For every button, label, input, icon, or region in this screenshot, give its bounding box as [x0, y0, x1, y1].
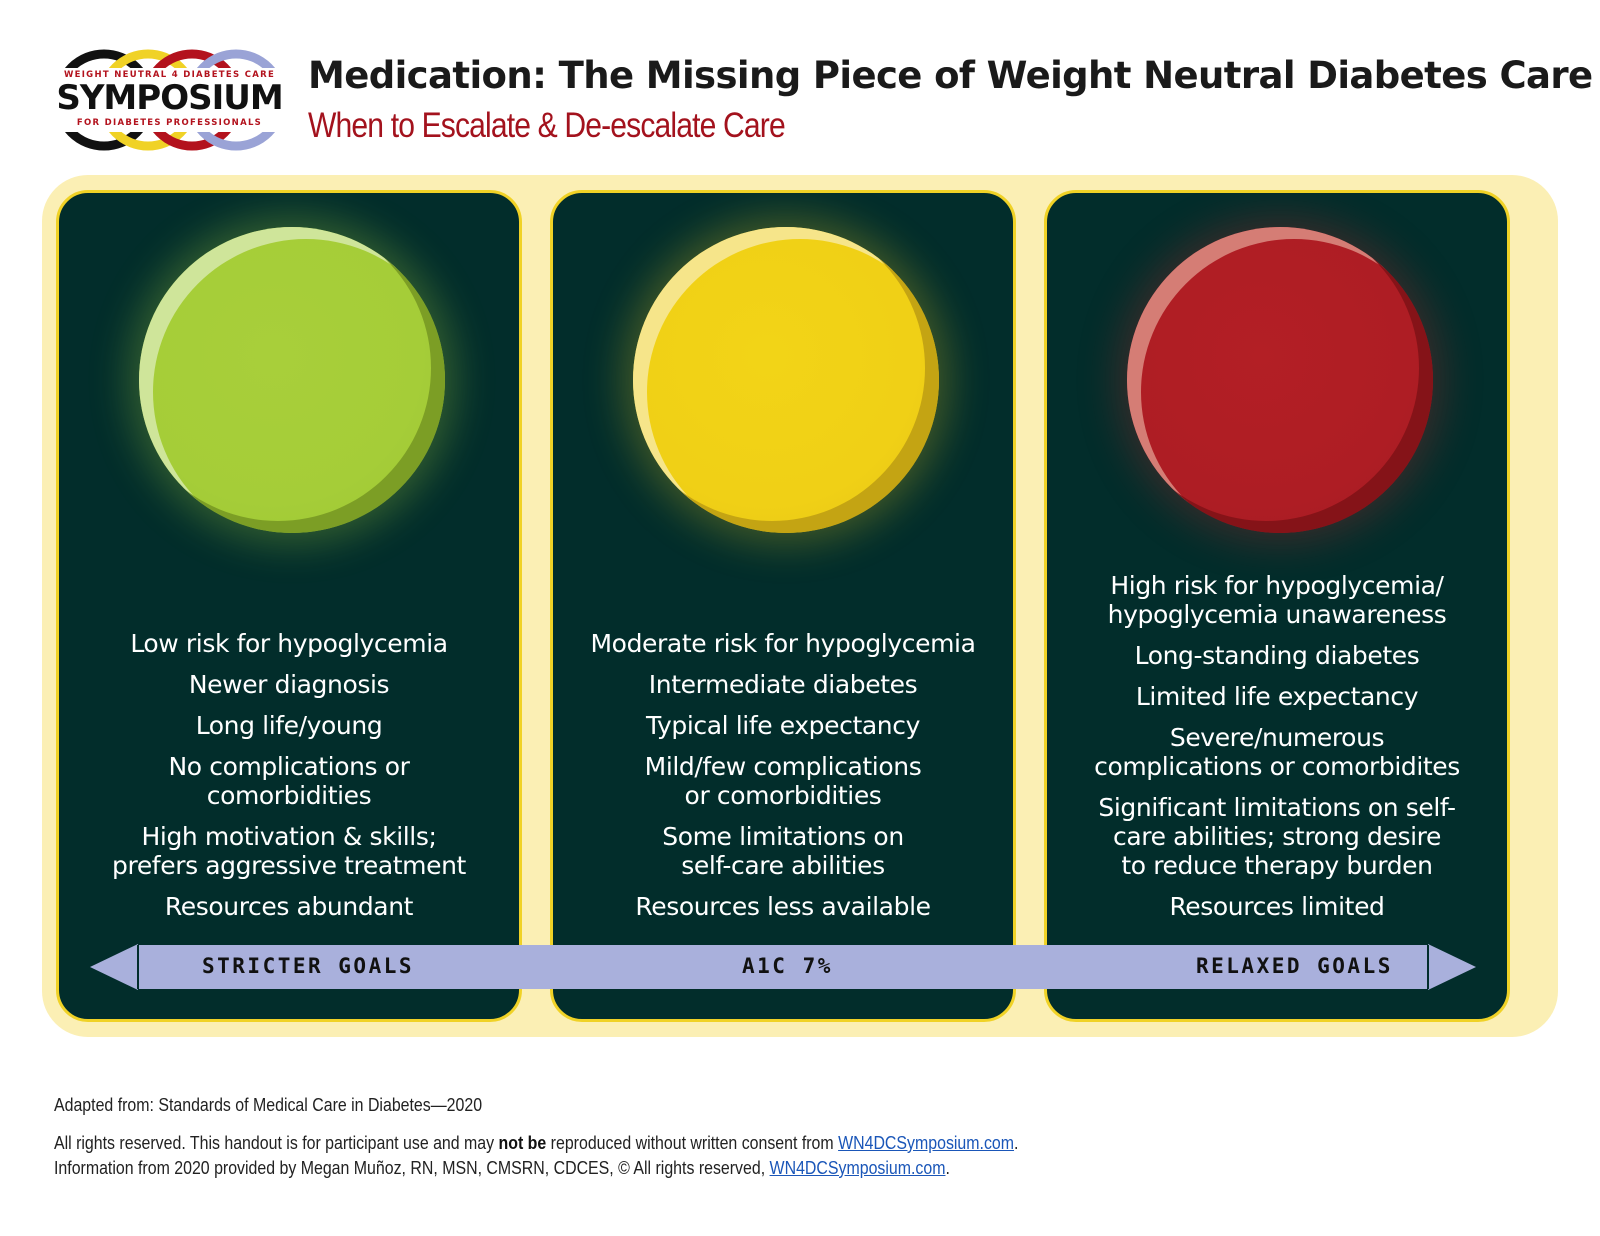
symposium-logo: WEIGHT NEUTRAL 4 DIABETES CARE SYMPOSIUM… — [52, 46, 287, 154]
criteria-item: Resources less available — [635, 892, 931, 921]
criteria-item: Typical life expectancy — [645, 711, 920, 740]
criteria-list: High risk for hypoglycemia/ hypoglycemia… — [1057, 571, 1497, 921]
panel-stricter: Low risk for hypoglycemia Newer diagnosi… — [56, 190, 522, 1022]
logo-main-text: SYMPOSIUM — [56, 78, 283, 118]
criteria-item: High risk for hypoglycemia/ hypoglycemia… — [1107, 571, 1447, 629]
criteria-list: Moderate risk for hypoglycemia Intermedi… — [563, 629, 1003, 921]
criteria-item: Newer diagnosis — [188, 670, 390, 699]
a1c-target-label: A1C 7% — [742, 954, 833, 978]
logo-top-text: WEIGHT NEUTRAL 4 DIABETES CARE — [63, 70, 276, 80]
green-circle-icon — [139, 227, 445, 533]
criteria-item: Limited life expectancy — [1135, 682, 1419, 711]
info-text: Information from 2020 provided by Megan … — [54, 1157, 770, 1178]
info-note: Information from 2020 provided by Megan … — [54, 1157, 950, 1179]
yellow-circle-icon — [633, 227, 939, 533]
criteria-item: Low risk for hypoglycemia — [130, 629, 448, 658]
criteria-item: Moderate risk for hypoglycemia — [590, 629, 976, 658]
criteria-item: Some limitations on self-care abilities — [662, 822, 904, 880]
rights-emphasis: not be — [498, 1132, 547, 1153]
double-arrow-icon — [90, 944, 1476, 990]
panel-relaxed: High risk for hypoglycemia/ hypoglycemia… — [1044, 190, 1510, 1022]
criteria-item: Mild/few complications or comorbidities — [644, 752, 922, 810]
criteria-item: High motivation & skills; prefers aggres… — [112, 822, 466, 880]
page-title: Medication: The Missing Piece of Weight … — [308, 54, 1593, 97]
criteria-item: Intermediate diabetes — [648, 670, 918, 699]
rights-text: reproduced without written consent from — [546, 1132, 839, 1153]
red-circle-icon — [1127, 227, 1433, 533]
criteria-item: No complications or comorbidities — [168, 752, 410, 810]
rights-note: All rights reserved. This handout is for… — [54, 1132, 1018, 1154]
info-text: . — [945, 1157, 950, 1178]
criteria-item: Long-standing diabetes — [1134, 641, 1420, 670]
source-note: Adapted from: Standards of Medical Care … — [54, 1094, 483, 1115]
criteria-item: Significant limitations on self- care ab… — [1098, 793, 1456, 880]
stricter-goals-label: STRICTER GOALS — [202, 954, 415, 978]
website-link[interactable]: WN4DCSymposium.com — [838, 1132, 1015, 1153]
logo-rings-graphic — [52, 49, 287, 151]
rights-text: All rights reserved. This handout is for… — [54, 1132, 499, 1153]
website-link[interactable]: WN4DCSymposium.com — [769, 1157, 946, 1178]
criteria-item: Long life/young — [195, 711, 383, 740]
goals-scale-arrow — [90, 942, 1476, 992]
criteria-item: Severe/numerous complications or comorbi… — [1094, 723, 1460, 781]
criteria-item: Resources abundant — [164, 892, 414, 921]
panel-moderate: Moderate risk for hypoglycemia Intermedi… — [550, 190, 1016, 1022]
relaxed-goals-label: RELAXED GOALS — [1196, 954, 1393, 978]
criteria-item: Resources limited — [1169, 892, 1385, 921]
rights-text: . — [1014, 1132, 1019, 1153]
criteria-list: Low risk for hypoglycemia Newer diagnosi… — [69, 629, 509, 921]
page-subtitle: When to Escalate & De-escalate Care — [308, 106, 786, 145]
logo-bottom-text: FOR DIABETES PROFESSIONALS — [76, 118, 263, 128]
